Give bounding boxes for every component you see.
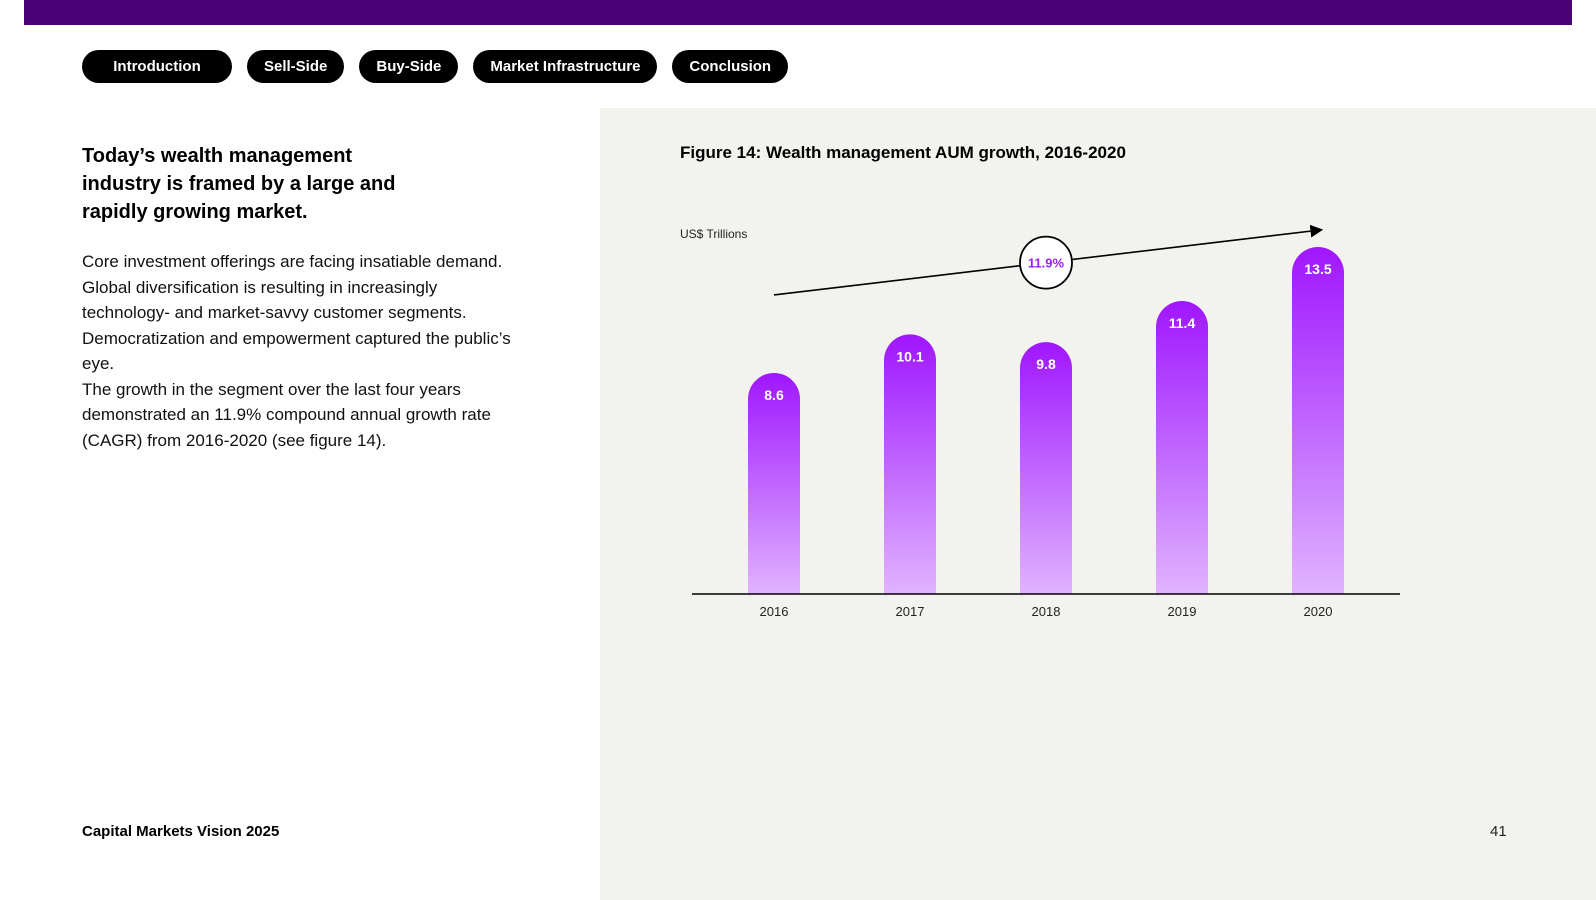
x-tick-label: 2020: [1304, 604, 1333, 619]
bar-2018: [1020, 342, 1072, 594]
tab-sell-side[interactable]: Sell-Side: [247, 50, 345, 83]
x-tick-label: 2018: [1032, 604, 1061, 619]
tab-introduction[interactable]: Introduction: [82, 50, 232, 83]
tab-buy-side[interactable]: Buy-Side: [359, 50, 459, 83]
body-text: Core investment offerings are facing ins…: [82, 249, 522, 453]
data-label: 13.5: [1304, 261, 1331, 277]
bar-2020: [1292, 247, 1344, 594]
footer-title: Capital Markets Vision 2025: [82, 823, 280, 840]
body-paragraph: The growth in the segment over the last …: [82, 379, 491, 450]
data-label: 9.8: [1036, 356, 1056, 372]
body-paragraph: Core investment offerings are facing ins…: [82, 252, 511, 373]
data-label: 11.4: [1169, 315, 1196, 331]
section-nav: Introduction Sell-Side Buy-Side Market I…: [82, 50, 789, 83]
x-tick-label: 2017: [896, 604, 925, 619]
top-accent-bar: [24, 0, 1572, 25]
cagr-circle: [1019, 235, 1073, 290]
x-tick-label: 2016: [760, 604, 789, 619]
data-label: 10.1: [896, 348, 923, 364]
data-label: 8.6: [764, 387, 784, 403]
bar-2017: [884, 334, 936, 594]
tab-conclusion[interactable]: Conclusion: [672, 50, 789, 83]
bar-2019: [1156, 300, 1208, 594]
figure-title: Figure 14: Wealth management AUM growth,…: [680, 143, 1126, 162]
bar-2016: [748, 372, 800, 594]
y-axis-unit-label: US$ Trillions: [680, 227, 748, 241]
page-number: 41: [1490, 823, 1507, 840]
cagr-label: 11.9%: [1028, 256, 1065, 271]
page-headline: Today’s wealth management industry is fr…: [82, 145, 396, 223]
tab-market-infrastructure[interactable]: Market Infrastructure: [473, 50, 658, 83]
x-tick-label: 2019: [1168, 604, 1197, 619]
